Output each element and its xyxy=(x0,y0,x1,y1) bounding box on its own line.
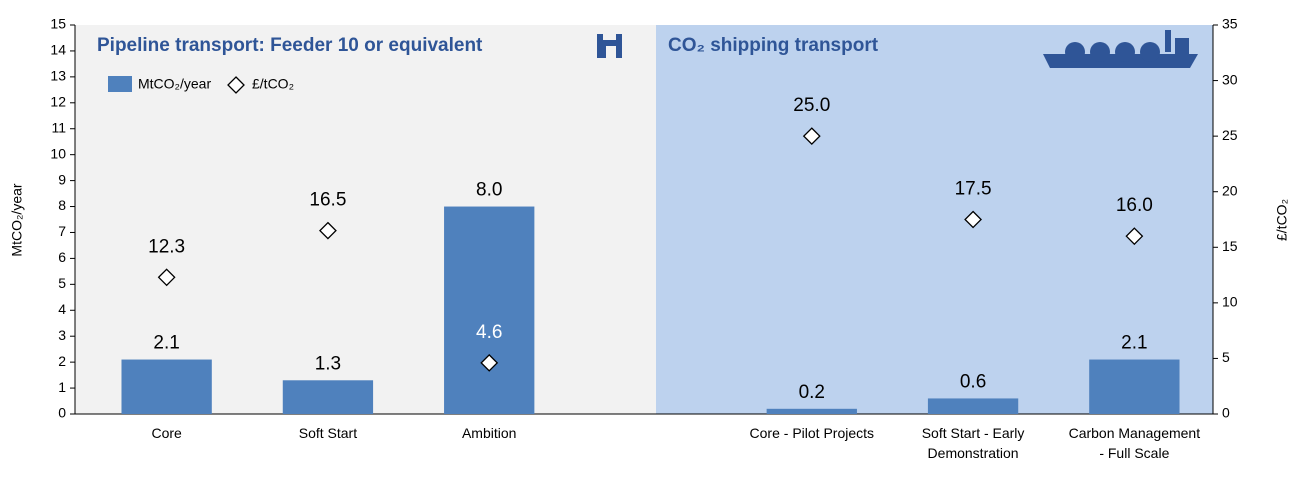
y-tick-label: 15 xyxy=(50,16,66,32)
diamond-marker xyxy=(480,353,499,372)
y-tick-label: 0 xyxy=(58,405,66,421)
x-tick-label: Core xyxy=(151,425,182,441)
y-tick-label: 14 xyxy=(50,42,66,58)
point-value-label: 16.5 xyxy=(309,190,346,211)
y2-tick-label: 10 xyxy=(1222,294,1238,310)
legend: MtCO₂/year £/tCO₂ xyxy=(108,76,294,94)
y-tick-label: 10 xyxy=(50,145,66,161)
legend-swatch xyxy=(108,76,132,92)
y-tick-label: 12 xyxy=(50,94,66,110)
panel-title: Pipeline transport: Feeder 10 or equival… xyxy=(97,35,483,56)
y-tick-label: 2 xyxy=(58,353,66,369)
point-value-label: 25.0 xyxy=(793,95,830,116)
bar xyxy=(282,380,374,414)
bar-value-label: 0.6 xyxy=(960,371,986,392)
x-tick-label: Soft Start - Early Demonstration xyxy=(922,425,1025,461)
diamond-marker xyxy=(1125,227,1144,246)
diamond-marker xyxy=(802,127,821,146)
y2-tick-label: 35 xyxy=(1222,16,1238,32)
y2-tick-label: 30 xyxy=(1222,71,1238,87)
bar xyxy=(121,359,212,414)
x-tick-label: Soft Start xyxy=(299,425,357,441)
y-tick-label: 5 xyxy=(58,275,66,291)
y-tick-label: 6 xyxy=(58,249,66,265)
y-tick-label: 7 xyxy=(58,223,66,239)
bar-value-label: 2.1 xyxy=(1121,333,1147,354)
point-value-label: 16.0 xyxy=(1116,195,1153,216)
y-tick-label: 13 xyxy=(50,68,66,84)
x-tick-label: Ambition xyxy=(462,425,516,441)
bar-value-label: 2.1 xyxy=(153,333,179,354)
pipeline-icon xyxy=(597,34,622,58)
legend-label: £/tCO₂ xyxy=(252,76,294,92)
y-tick-label: 3 xyxy=(58,327,66,343)
y-tick-label: 11 xyxy=(51,119,66,135)
legend-swatch xyxy=(227,76,245,94)
panel-background xyxy=(75,25,656,414)
y2-axis-label: £/tCO₂ xyxy=(1274,199,1290,241)
legend-label: MtCO₂/year xyxy=(138,76,211,92)
bar-value-label: 8.0 xyxy=(476,180,502,201)
bar xyxy=(766,408,857,414)
panel-title: CO₂ shipping transport xyxy=(668,35,879,56)
y-tick-label: 9 xyxy=(58,171,66,187)
bar-value-label: 0.2 xyxy=(799,382,825,403)
y-tick-label: 1 xyxy=(58,379,66,395)
y-tick-label: 8 xyxy=(58,197,66,213)
y-axis-label: MtCO₂/year xyxy=(9,183,25,256)
diamond-marker xyxy=(964,210,982,229)
ship-icon xyxy=(1043,30,1198,68)
bar xyxy=(927,398,1019,414)
y2-tick-label: 25 xyxy=(1222,127,1238,143)
y2-tick-label: 20 xyxy=(1222,182,1238,198)
y2-tick-label: 5 xyxy=(1222,349,1230,365)
y-tick-label: 4 xyxy=(58,301,66,317)
bar xyxy=(1089,359,1180,414)
panel-background xyxy=(656,25,1213,414)
point-value-label: 12.3 xyxy=(148,236,185,257)
diamond-marker xyxy=(157,268,176,287)
y2-tick-label: 15 xyxy=(1222,238,1238,254)
y2-tick-label: 0 xyxy=(1222,405,1230,421)
point-value-label: 17.5 xyxy=(955,179,992,200)
x-tick-label: Carbon Management - Full Scale xyxy=(1069,425,1201,461)
bar-value-label: 1.3 xyxy=(315,353,341,374)
point-value-label: 4.6 xyxy=(476,322,502,343)
diamond-marker xyxy=(319,221,337,240)
bar xyxy=(444,206,535,414)
x-tick-label: Core - Pilot Projects xyxy=(750,425,874,441)
